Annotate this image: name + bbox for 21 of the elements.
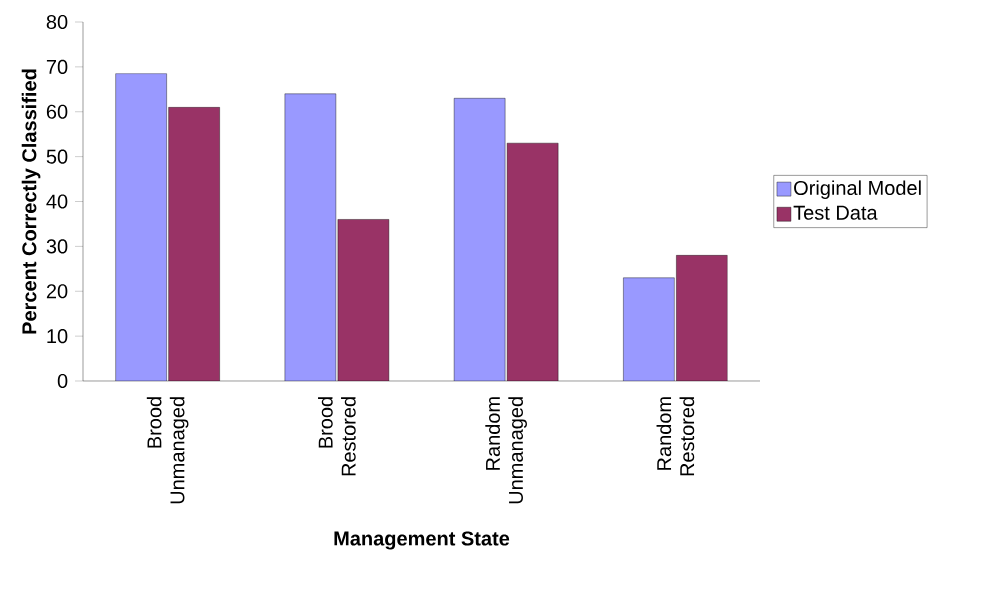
x-axis-title: Management State bbox=[334, 531, 510, 550]
bar bbox=[284, 93, 336, 381]
y-tick-label: 40 bbox=[46, 194, 68, 209]
bar bbox=[115, 73, 167, 381]
y-tick-label: 30 bbox=[46, 239, 68, 254]
x-tick-label: Brood Restored bbox=[318, 397, 356, 476]
y-tick-label: 50 bbox=[46, 149, 68, 164]
y-axis-title: Percent Correctly Classified bbox=[21, 69, 41, 334]
bar bbox=[623, 277, 675, 381]
y-tick-label: 60 bbox=[46, 104, 68, 119]
y-tick-label: 10 bbox=[47, 329, 68, 344]
x-tick-label: Random Unmanaged bbox=[485, 397, 527, 504]
y-tick-label: 20 bbox=[46, 284, 68, 299]
x-tick-label: Brood Unmanaged bbox=[146, 397, 189, 504]
bar bbox=[454, 98, 506, 381]
y-tick-label: 80 bbox=[46, 14, 68, 30]
y-tick-label: 70 bbox=[46, 59, 68, 74]
legend-label: Original Model bbox=[794, 180, 921, 200]
y-tick-label: 0 bbox=[57, 373, 68, 389]
x-tick-label: Random Restored bbox=[656, 397, 695, 476]
legend-label: Test Data bbox=[793, 205, 878, 220]
